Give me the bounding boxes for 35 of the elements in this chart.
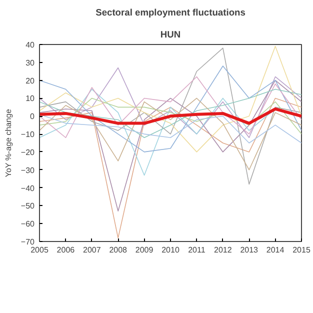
x-tick-label: 2009 (135, 246, 154, 254)
x-tick-label: 2014 (266, 246, 285, 254)
x-tick-label: 2006 (56, 246, 76, 254)
x-tick-label: 2011 (188, 246, 206, 254)
chart-title: Sectoral employment fluctuations (96, 8, 246, 18)
line-series (40, 46, 302, 152)
line-series (40, 114, 302, 144)
y-tick-label: 40 (26, 40, 36, 50)
y-tick-label: −20 (20, 148, 36, 157)
x-tick-label: 2008 (109, 246, 128, 254)
y-tick-label: 0 (30, 112, 36, 122)
y-tick-label: 30 (26, 58, 36, 68)
line-series (40, 48, 302, 185)
y-tick-label: 20 (26, 76, 36, 86)
x-tick-label: 2010 (162, 246, 180, 254)
y-tick-label: −40 (20, 184, 36, 193)
line-series (40, 88, 302, 138)
x-tick-label: 2012 (214, 246, 232, 254)
y-tick-label: −10 (20, 130, 36, 140)
y-tick-label: −30 (20, 166, 36, 175)
x-tick-label: 2005 (30, 246, 49, 254)
line-series (40, 98, 302, 238)
chart-subtitle: HUN (160, 30, 181, 40)
y-tick-label: 10 (26, 94, 36, 104)
line-series (40, 80, 302, 212)
line-series (40, 66, 302, 152)
y-tick-label: −70 (20, 238, 36, 246)
y-tick-label: −60 (20, 220, 36, 229)
x-tick-label: 2007 (83, 246, 102, 254)
line-series (40, 107, 302, 125)
x-tick-label: 2013 (240, 246, 259, 254)
y-axis-title: YoY %-age change (4, 108, 13, 178)
x-tick-label: 2015 (292, 246, 311, 254)
line-series (40, 98, 302, 170)
y-tick-label: −50 (20, 202, 36, 211)
